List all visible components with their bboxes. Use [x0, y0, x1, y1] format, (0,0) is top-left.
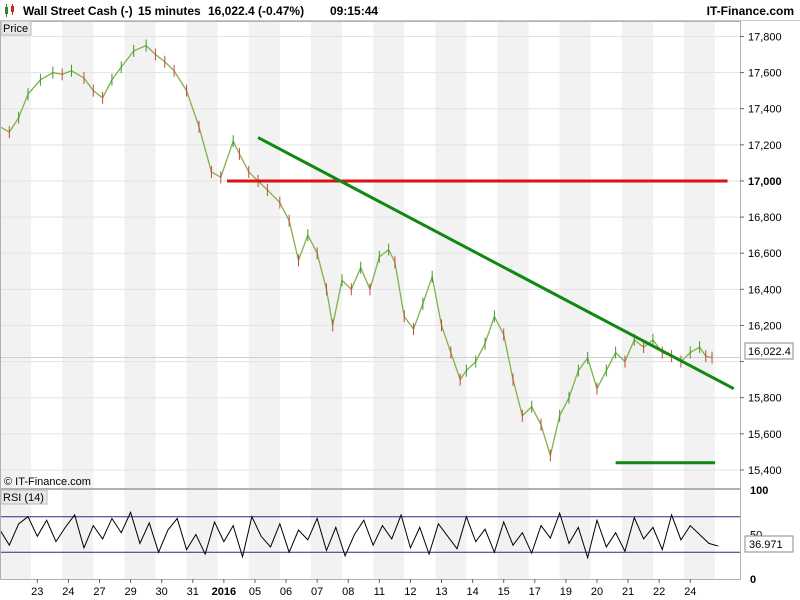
- last-rsi-label: 36.971: [749, 539, 783, 551]
- x-tick-label: 07: [311, 586, 323, 598]
- last-price-label: 16,022.4: [748, 346, 791, 358]
- y-tick-label: 17,800: [748, 31, 782, 43]
- rsi-panel-label: RSI (14): [0, 489, 48, 505]
- y-tick-label: 17,000: [748, 176, 782, 188]
- last-price-box: 16,022.4: [744, 342, 794, 360]
- price-axis: 15,400 15,600 15,800 16,200 16,400 16,600 16,8…: [740, 31, 782, 477]
- chart-header: Wall Street Cash (-) 15 minutes 16,022.4…: [0, 0, 800, 21]
- x-tick-label: 08: [342, 586, 354, 598]
- rsi-day-band: [124, 490, 156, 579]
- y-tick-label: 17,400: [748, 104, 782, 116]
- rsi-reference-lines: [0, 516, 740, 553]
- day-band: [310, 22, 343, 488]
- y-tick-label: 17,200: [748, 140, 782, 152]
- x-tick-label: 27: [93, 586, 105, 598]
- candlestick-icon: [5, 4, 14, 17]
- x-tick-label: 19: [560, 586, 572, 598]
- day-band: [248, 22, 280, 488]
- x-tick-label: 14: [466, 586, 478, 598]
- rsi-day-band: [248, 490, 280, 579]
- day-band: [62, 22, 94, 488]
- interval-label: 15 minutes: [138, 4, 201, 18]
- x-tick-label: 17: [529, 586, 541, 598]
- rsi-day-band: [310, 490, 343, 579]
- x-tick-label: 12: [404, 586, 416, 598]
- x-tick-label: 24: [62, 586, 74, 598]
- rsi-day-band: [62, 490, 94, 579]
- day-band: [124, 22, 156, 488]
- y-tick-label: 16,200: [748, 320, 782, 332]
- x-tick-label: 11: [374, 586, 385, 598]
- y-tick-label: 16,600: [748, 248, 782, 260]
- price-panel-label: Price: [0, 20, 32, 36]
- day-bands: [0, 22, 716, 488]
- watermark: © IT-Finance.com: [4, 476, 91, 488]
- trend-line: [257, 136, 735, 390]
- rsi-y-tick-label: 0: [750, 574, 756, 586]
- instrument-title: Wall Street Cash (-): [23, 4, 133, 18]
- x-tick-label: 06: [280, 586, 292, 598]
- x-tick-label: 20: [591, 586, 603, 598]
- y-tick-label: 15,800: [748, 393, 782, 405]
- price-grid: [0, 35, 740, 471]
- y-tick-label: 17,600: [748, 68, 782, 80]
- x-tick-label: 31: [187, 586, 199, 598]
- x-tick-label: 22: [653, 586, 665, 598]
- rsi-series: [0, 510, 719, 560]
- y-tick-label: 16,800: [748, 212, 782, 224]
- x-tick-label: 29: [124, 586, 136, 598]
- day-band: [0, 22, 32, 488]
- time-axis: 23 24 27 29 30 31 2016 05 06 07 08 11 12 13 14 15 17 19 20…: [31, 579, 696, 598]
- x-tick-label: 05: [249, 586, 261, 598]
- y-tick-label: 16,400: [748, 284, 782, 296]
- y-tick-label: 15,600: [748, 429, 782, 441]
- x-tick-label: 13: [435, 586, 447, 598]
- day-band: [435, 22, 467, 488]
- x-tick-label: 2016: [212, 586, 236, 598]
- x-tick-label: 24: [684, 586, 696, 598]
- rsi-panel-frame: [0, 489, 741, 580]
- time-label: 09:15:44: [330, 4, 379, 18]
- day-band: [186, 22, 218, 488]
- rsi-day-band: [497, 490, 529, 579]
- day-band: [684, 22, 716, 488]
- rsi-day-band: [559, 490, 591, 579]
- rsi-day-band: [186, 490, 218, 579]
- price-panel-title: Price: [3, 23, 28, 35]
- rsi-y-tick-label: 100: [750, 485, 768, 497]
- rsi-panel-title: RSI (14): [3, 492, 44, 504]
- last-change: 16,022.4 (-0.47%): [208, 4, 305, 18]
- brand-label: IT-Finance.com: [706, 4, 794, 18]
- y-tick-label: 15,400: [748, 465, 782, 477]
- price-series: [0, 39, 713, 462]
- day-band: [559, 22, 591, 488]
- rsi-day-bands: [0, 490, 716, 579]
- x-tick-label: 21: [622, 586, 634, 598]
- x-tick-label: 15: [498, 586, 510, 598]
- rsi-day-band: [0, 490, 32, 579]
- x-tick-label: 30: [156, 586, 168, 598]
- price-line: [0, 44, 713, 458]
- price-panel-frame: [0, 21, 741, 489]
- rsi-day-band: [621, 490, 653, 579]
- chart-annotations: [226, 136, 735, 465]
- x-tick-label: 23: [31, 586, 43, 598]
- day-band: [497, 22, 529, 488]
- day-band: [621, 22, 653, 488]
- last-rsi-box: 36.971: [744, 535, 794, 553]
- rsi-line: [0, 510, 719, 560]
